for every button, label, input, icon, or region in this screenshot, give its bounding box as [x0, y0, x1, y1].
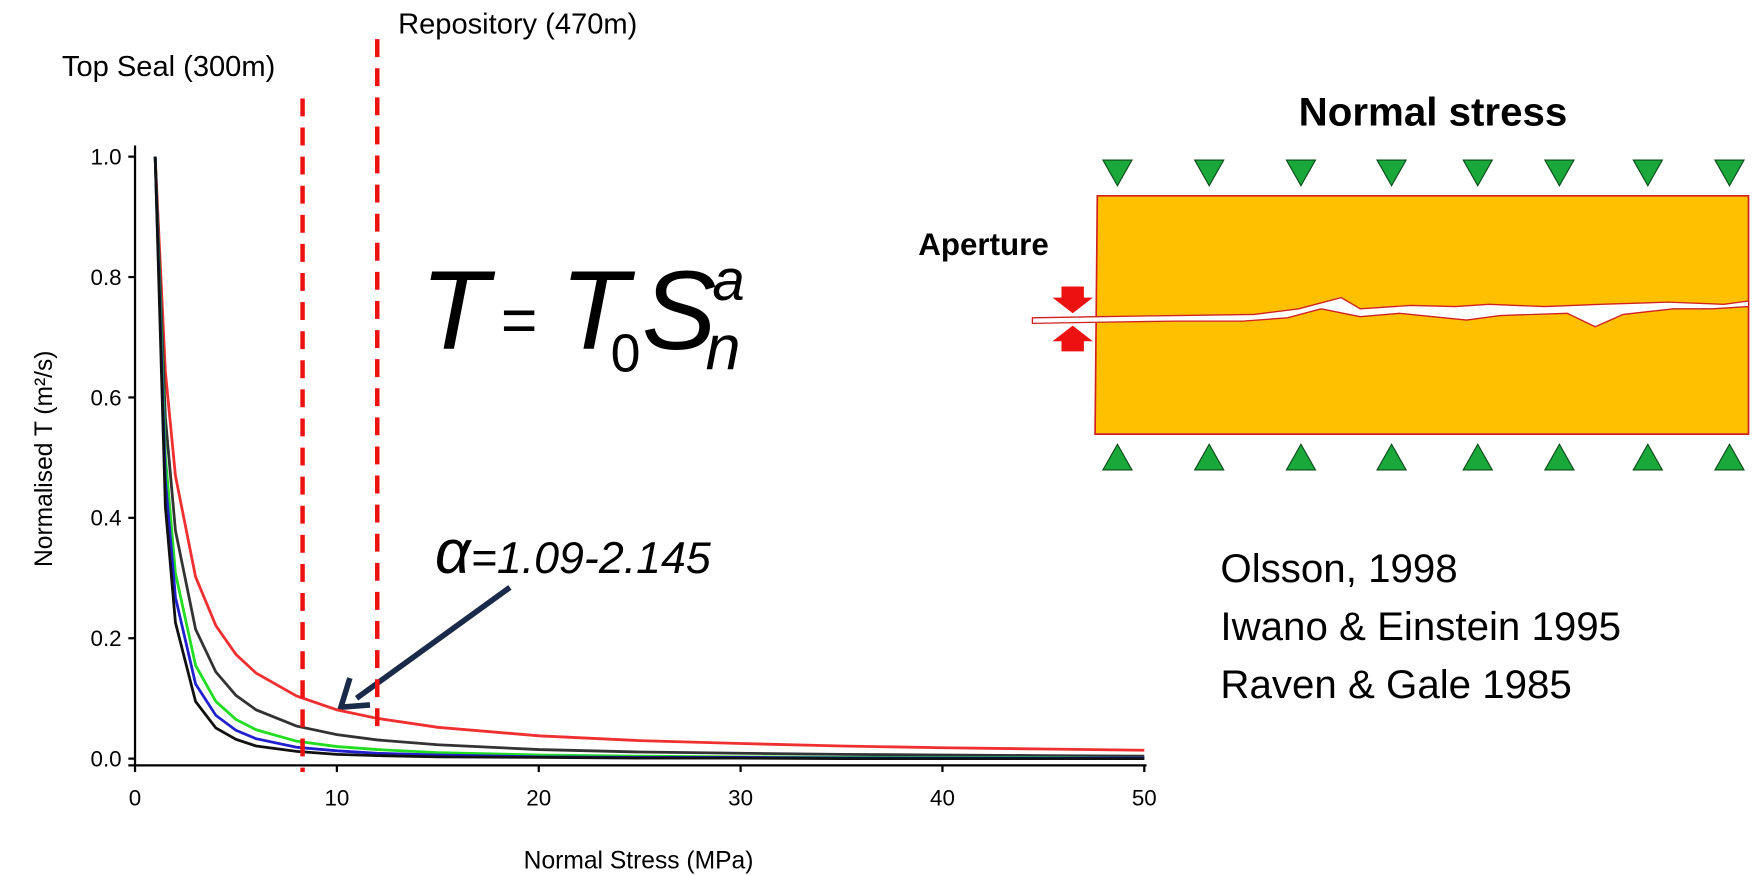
x-tick-label: 40: [930, 786, 955, 811]
x-tick-label: 50: [1132, 786, 1157, 811]
y-tick-label: 1.0: [91, 144, 122, 169]
alpha-range: =1.09-2.145: [471, 533, 711, 583]
reference: Raven & Gale 1985: [1220, 662, 1571, 707]
x-tick-label: 30: [728, 786, 753, 811]
aperture-label: Aperture: [918, 227, 1049, 262]
x-tick-label: 20: [526, 786, 551, 811]
y-axis-label: Normalised T (m²/s): [31, 351, 58, 568]
x-tick-label: 0: [129, 786, 141, 811]
reference: Olsson, 1998: [1220, 546, 1457, 591]
slide: Normal Stress (MPa) Normalised T (m²/s) …: [0, 0, 1756, 875]
y-tick-label: 0.0: [91, 746, 122, 771]
formula-base-sub: 0: [611, 323, 641, 383]
y-tick-label: 0.2: [91, 626, 122, 651]
x-axis-label: Normal Stress (MPa): [524, 847, 754, 874]
formula-var-sub: n: [706, 313, 741, 383]
reference-label: Repository (470m): [398, 9, 637, 41]
formula: T = T 0 S n a: [420, 248, 744, 384]
y-tick-label: 0.8: [91, 265, 122, 290]
reference-label: Top Seal (300m): [62, 51, 275, 83]
formula-lhs: T: [420, 248, 495, 373]
y-tick-label: 0.4: [91, 506, 122, 531]
alpha-symbol: α: [435, 517, 473, 587]
reference: Iwano & Einstein 1995: [1220, 604, 1621, 649]
formula-rel: =: [501, 285, 538, 355]
formula-exp: a: [712, 248, 744, 313]
diagram-title: Normal stress: [1299, 89, 1568, 134]
x-tick-label: 10: [324, 786, 349, 811]
y-tick-label: 0.6: [91, 385, 122, 410]
